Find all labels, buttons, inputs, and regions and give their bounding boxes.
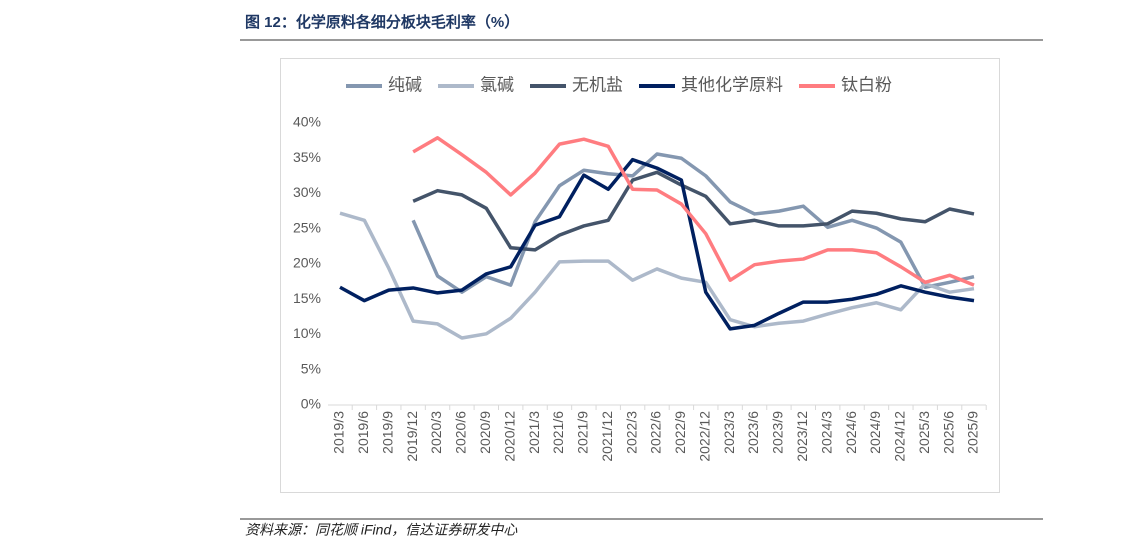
series-line <box>412 170 975 252</box>
y-tick-label: 0% <box>301 396 321 412</box>
legend-label: 无机盐 <box>572 75 623 94</box>
x-tick-label: 2024/12 <box>892 411 908 462</box>
x-tick-label: 2025/9 <box>965 411 981 454</box>
x-tick-label: 2023/9 <box>770 411 786 454</box>
x-tick-label: 2019/9 <box>379 411 395 454</box>
x-tick-label: 2021/6 <box>550 411 566 454</box>
legend-label: 氯碱 <box>480 75 514 94</box>
x-tick-label: 2020/9 <box>477 411 493 454</box>
x-tick-label: 2023/3 <box>721 411 737 454</box>
x-tick-label: 2022/3 <box>623 411 639 454</box>
x-tick-label: 2021/3 <box>526 411 542 454</box>
y-tick-label: 25% <box>293 219 321 235</box>
x-tick-label: 2019/12 <box>404 411 420 462</box>
chart-title: 图 12：化学原料各细分板块毛利率（%） <box>245 13 519 31</box>
y-tick-label: 35% <box>293 149 321 165</box>
y-tick-label: 5% <box>301 360 321 376</box>
x-tick-label: 2021/9 <box>575 411 591 454</box>
x-tick-label: 2020/12 <box>501 411 517 462</box>
y-tick-label: 40% <box>293 114 321 130</box>
series-line <box>339 211 975 340</box>
legend-label: 纯碱 <box>388 75 422 94</box>
x-tick-label: 2024/6 <box>843 411 859 454</box>
series-line <box>339 157 975 331</box>
y-tick-label: 30% <box>293 184 321 200</box>
y-tick-label: 15% <box>293 290 321 306</box>
series-line <box>411 152 975 294</box>
series-line <box>412 136 975 287</box>
x-tick-label: 2019/3 <box>331 411 347 454</box>
x-tick-label: 2022/12 <box>696 411 712 462</box>
x-tick-label: 2025/3 <box>916 411 932 454</box>
x-tick-label: 2021/12 <box>599 411 615 462</box>
x-tick-label: 2023/6 <box>745 411 761 454</box>
x-tick-label: 2024/9 <box>867 411 883 454</box>
x-tick-label: 2024/3 <box>818 411 834 454</box>
x-tick-label: 2025/6 <box>940 411 956 454</box>
legend-label: 其他化学原料 <box>681 75 783 94</box>
x-tick-label: 2019/6 <box>355 411 371 454</box>
x-tick-label: 2023/12 <box>794 411 810 462</box>
x-tick-label: 2022/6 <box>648 411 664 454</box>
chart-frame <box>280 58 1000 493</box>
source-note: 资料来源：同花顺 iFind，信达证券研发中心 <box>245 522 518 538</box>
x-tick-label: 2020/3 <box>428 411 444 454</box>
y-tick-label: 20% <box>293 255 321 271</box>
y-tick-label: 10% <box>293 325 321 341</box>
legend-label: 钛白粉 <box>841 75 892 94</box>
x-tick-label: 2020/6 <box>453 411 469 454</box>
x-tick-label: 2022/9 <box>672 411 688 454</box>
